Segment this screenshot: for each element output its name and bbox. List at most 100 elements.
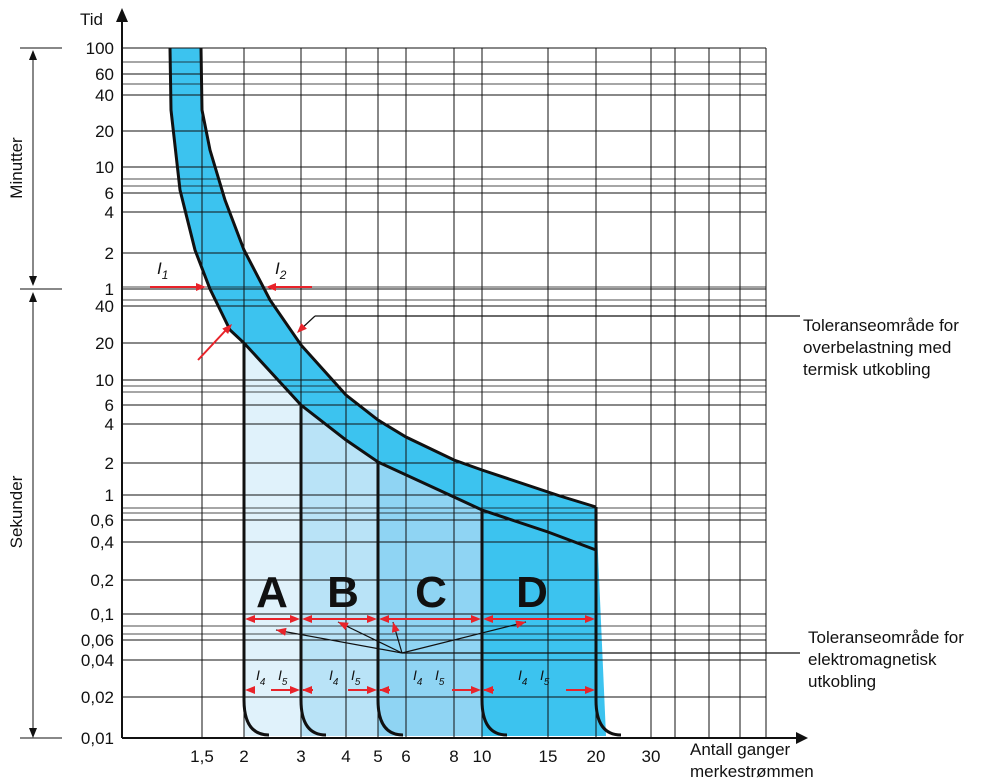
thermal-annotation-line: Toleranseområde for — [803, 316, 959, 335]
zone-label-a: A — [256, 568, 288, 617]
label-i4: I4 — [413, 667, 423, 688]
label-i5: I5 — [278, 667, 288, 688]
arrow-i2-head — [266, 283, 276, 291]
y-tick-label: 2 — [105, 454, 114, 473]
y-tick-label: 6 — [105, 396, 114, 415]
tolerance-arrow-head-r — [471, 615, 481, 623]
minutes-arrow-up — [29, 50, 37, 60]
i5-arrow-head — [290, 686, 300, 694]
x-tick-label: 2 — [239, 747, 248, 766]
magnetic-annotation-line: utkobling — [808, 672, 876, 691]
y-tick-label: 10 — [95, 371, 114, 390]
x-tick-label: 20 — [587, 747, 606, 766]
arrow-diagonal — [197, 329, 227, 361]
y-tick-label: 100 — [86, 39, 114, 58]
magnetic-pointer-head-1 — [338, 622, 349, 630]
curve-i2 — [199, 47, 597, 509]
i4-arrow-head — [483, 686, 493, 694]
y-tick-label: 2 — [105, 244, 114, 263]
y-tick-label: 0,02 — [81, 688, 114, 707]
y-tick-label: 10 — [95, 158, 114, 177]
tolerance-arrow-head-l — [302, 615, 312, 623]
y-tick-label: 0,6 — [90, 511, 114, 530]
tolerance-arrow-head-r — [585, 615, 595, 623]
zone-label-b: B — [327, 568, 359, 617]
tolerance-arrow-head-l — [483, 615, 493, 623]
zone-label-d: D — [516, 568, 548, 617]
y-tick-label: 20 — [95, 334, 114, 353]
seconds-arrow-down — [29, 728, 37, 738]
y-tick-label: 40 — [95, 86, 114, 105]
label-i5: I5 — [435, 667, 445, 688]
x-tick-label: 30 — [642, 747, 661, 766]
label-i5: I5 — [540, 667, 550, 688]
zone-a-fill — [244, 343, 301, 736]
y-tick-label: 0,2 — [90, 571, 114, 590]
y-tick-label: 1 — [105, 280, 114, 299]
tolerance-arrow-head-r — [290, 615, 300, 623]
zone-d-fill — [482, 508, 606, 736]
y-tick-label: 40 — [95, 297, 114, 316]
y-tick-label: 0,04 — [81, 651, 114, 670]
label-i5: I5 — [351, 667, 361, 688]
i5-arrow-head — [471, 686, 481, 694]
annotations: Toleranseområde for overbelastning med ter… — [150, 283, 964, 694]
y-tick-label: 1 — [105, 486, 114, 505]
y-tick-label: 20 — [95, 122, 114, 141]
minutes-arrow-down — [29, 276, 37, 286]
label-i1: I1 — [157, 259, 168, 282]
tolerance-arrow-head-l — [245, 615, 255, 623]
x-tick-label: 1,5 — [190, 747, 214, 766]
y-tick-label: 4 — [105, 415, 114, 434]
zones — [244, 343, 606, 736]
x-tick-label: 8 — [449, 747, 458, 766]
magnetic-pointer-head-0 — [276, 627, 287, 636]
i5-arrow-head — [585, 686, 595, 694]
x-tick-label: 4 — [341, 747, 350, 766]
y-axis-arrow — [116, 8, 128, 22]
seconds-label: Sekunder — [7, 475, 26, 548]
thermal-annotation-line: overbelastning med — [803, 338, 951, 357]
grid — [122, 47, 767, 739]
x-axis-title-line2: merkestrømmen — [690, 762, 814, 781]
magnetic-pointer-head-2 — [391, 622, 400, 633]
magnetic-annotation-line: Toleranseområde for — [808, 628, 964, 647]
arrow-diagonal-head — [222, 324, 232, 335]
y-tick-label: 60 — [95, 65, 114, 84]
arrow-i1-head — [196, 283, 206, 291]
labels: Tid10060402010642140201064210,60,40,20,1… — [7, 10, 814, 781]
thermal-pointer-head — [297, 323, 307, 333]
thermal-annotation-line: termisk utkobling — [803, 360, 931, 379]
magnetic-pointer-1 — [337, 621, 403, 654]
x-tick-label: 6 — [401, 747, 410, 766]
zone-c-fill — [378, 450, 482, 736]
magnetic-pointer-head-3 — [515, 620, 526, 629]
tolerance-arrow-head-r — [367, 615, 377, 623]
zone-label-c: C — [415, 568, 447, 617]
x-axis-arrow — [796, 732, 808, 744]
magnetic-pointer-3 — [401, 621, 527, 654]
y-tick-label: 0,06 — [81, 631, 114, 650]
x-tick-label: 3 — [296, 747, 305, 766]
tolerance-arrow-head-l — [379, 615, 389, 623]
magnetic-annotation-line: elektromagnetisk — [808, 650, 937, 669]
x-tick-label: 10 — [473, 747, 492, 766]
label-i4: I4 — [256, 667, 266, 688]
label-i4: I4 — [518, 667, 528, 688]
label-i2: I2 — [275, 259, 287, 282]
seconds-arrow-up — [29, 292, 37, 302]
magnetic-pointer-0 — [275, 629, 403, 654]
minutes-label: Minutter — [7, 137, 26, 199]
y-tick-label: 6 — [105, 184, 114, 203]
i4-arrow-head — [245, 686, 255, 694]
x-axis-title-line1: Antall ganger — [690, 740, 791, 759]
y-tick-label: 4 — [105, 203, 114, 222]
x-tick-label: 5 — [373, 747, 382, 766]
x-tick-label: 15 — [539, 747, 558, 766]
y-tick-label: 0,4 — [90, 533, 114, 552]
y-tick-label: 0,01 — [81, 729, 114, 748]
zone-b-fill — [301, 400, 378, 736]
y-tick-label: 0,1 — [90, 605, 114, 624]
i5-arrow-head — [367, 686, 377, 694]
